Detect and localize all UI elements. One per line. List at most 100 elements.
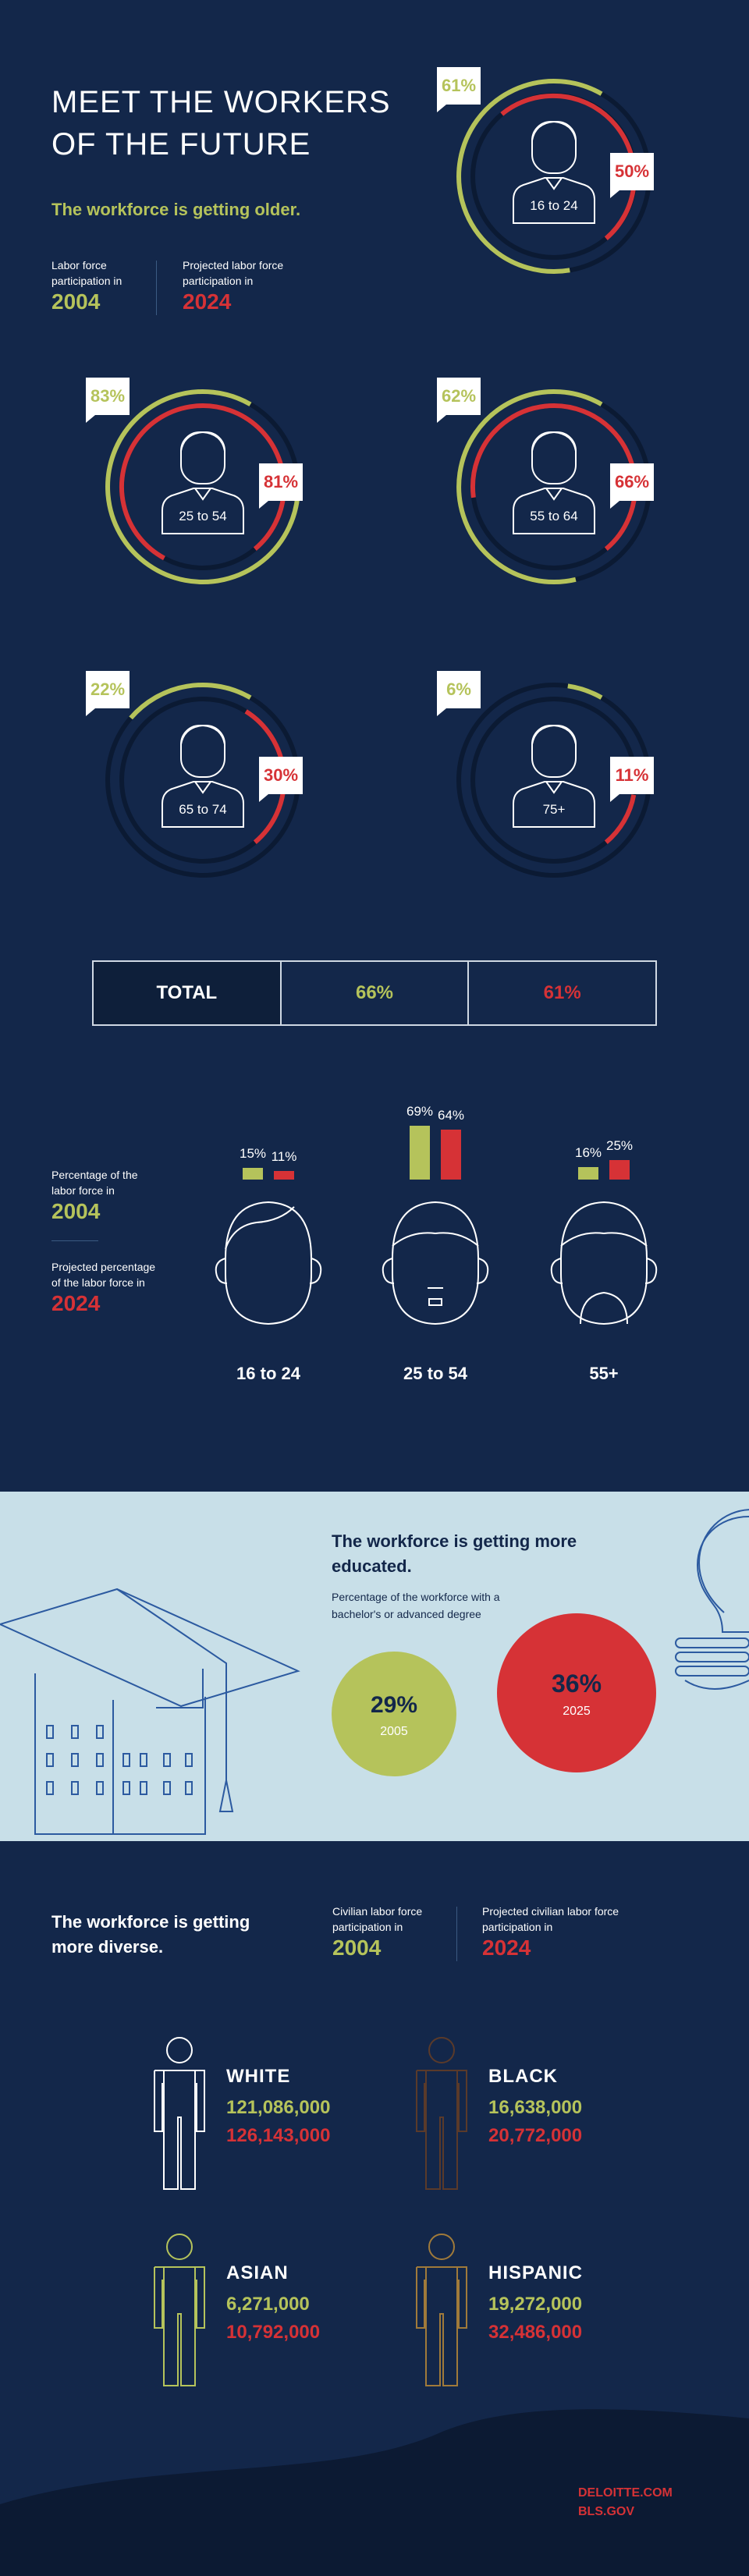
total-label: TOTAL xyxy=(94,962,282,1024)
diversity-legend-divider xyxy=(456,1907,457,1961)
share-bar-2004 xyxy=(243,1168,263,1180)
person-icon xyxy=(513,431,595,534)
pct-2004-badge: 61% xyxy=(437,67,481,112)
lightbulb-icon xyxy=(675,1509,749,1690)
share-group-label: 16 to 24 xyxy=(236,1364,300,1383)
diversity-legend-2004-text: Civilian labor force participation in xyxy=(332,1905,423,1933)
share-bar-2004-label: 15% xyxy=(239,1146,267,1161)
pct-2004-badge: 62% xyxy=(437,378,481,423)
footer-source-bls[interactable]: BLS.GOV xyxy=(578,2505,635,2518)
age-label: 25 to 54 xyxy=(179,509,227,523)
share-group-label: 55+ xyxy=(589,1364,619,1383)
title-line-1: MEET THE WORKERS xyxy=(51,85,391,119)
face-icon xyxy=(382,1201,489,1325)
diversity-title: The workforce is getting more diverse. xyxy=(51,1912,250,1957)
age-label: 55 to 64 xyxy=(530,509,578,523)
page-title: MEET THE WORKERS OF THE FUTURE xyxy=(51,81,391,165)
total-2024: 61% xyxy=(543,982,581,1003)
age-ring-1 xyxy=(456,78,651,274)
diversity-2004-value: 6,271,000 xyxy=(226,2294,310,2315)
pct-2024-badge: 50% xyxy=(610,153,654,198)
pct-2004-badge: 83% xyxy=(86,378,130,423)
pct-2024-badge: 66% xyxy=(610,463,654,509)
age-label: 65 to 74 xyxy=(179,802,227,817)
legend-divider xyxy=(156,261,157,315)
education-2025-circle: 36% 2025 xyxy=(497,1613,656,1772)
diversity-group-label: ASIAN xyxy=(226,2262,289,2283)
person-icon xyxy=(162,431,244,534)
pct-2004-badge: 22% xyxy=(86,671,130,716)
older-subtitle: The workforce is getting older. xyxy=(51,200,301,219)
diversity-2024-value: 10,792,000 xyxy=(226,2322,321,2343)
pct-2024-badge: 11% xyxy=(610,757,654,802)
diversity-group: HISPANIC 19,272,000 32,486,000 xyxy=(488,2262,583,2347)
diversity-2024-value: 20,772,000 xyxy=(488,2125,583,2146)
ring-arc-2004 xyxy=(456,389,603,585)
legend-2004-text: Labor force participation in xyxy=(51,259,122,287)
education-2005-circle: 29% 2005 xyxy=(332,1652,456,1776)
legend-2004: Labor force participation in 2004 xyxy=(51,257,145,315)
legend-2024-year: 2024 xyxy=(183,289,232,314)
footer-sources: DELOITTE.COM BLS.GOV xyxy=(578,2484,673,2521)
ring-arc-2004 xyxy=(105,389,300,584)
education-section: The workforce is getting more educated. … xyxy=(0,1492,749,1841)
share-bar-2024 xyxy=(609,1160,630,1180)
share-bar-2024-label: 11% xyxy=(271,1149,297,1164)
footer-wave xyxy=(0,2409,749,2576)
person-icon xyxy=(513,120,595,224)
face-icon xyxy=(550,1201,658,1325)
share-legend-2004-text: Percentage of the labor force in xyxy=(51,1169,138,1197)
diversity-legend-2024: Projected civilian labor force participa… xyxy=(482,1904,623,1961)
share-legend-2024-text: Projected percentage of the labor force … xyxy=(51,1261,156,1289)
legend-2004-year: 2004 xyxy=(51,289,101,314)
diversity-legend-2024-text: Projected civilian labor force participa… xyxy=(482,1905,619,1933)
pct-2024-badge: 81% xyxy=(259,463,303,509)
diversity-2024-value: 126,143,000 xyxy=(226,2125,331,2146)
diversity-legend-2004: Civilian labor force participation in 20… xyxy=(332,1904,449,1961)
education-2025-year: 2025 xyxy=(563,1705,591,1718)
graduation-cap-icon xyxy=(0,1588,300,1835)
ring-arc-2004 xyxy=(456,78,603,274)
face-icon xyxy=(215,1201,322,1325)
share-bar-2004 xyxy=(410,1126,430,1180)
diversity-group-label: WHITE xyxy=(226,2066,291,2087)
ring-arc-2024 xyxy=(470,403,637,551)
diversity-group: BLACK 16,638,000 20,772,000 xyxy=(488,2066,582,2150)
total-row: TOTAL 66% 61% xyxy=(92,960,657,1026)
diversity-2004-value: 121,086,000 xyxy=(226,2097,331,2118)
person-icon xyxy=(513,724,595,828)
pct-2004-badge: 6% xyxy=(437,671,481,716)
person-figure-icon xyxy=(154,2037,205,2190)
education-2005-pct: 29% xyxy=(370,1692,418,1718)
ring-arc-2004 xyxy=(567,683,603,700)
diversity-group-label: BLACK xyxy=(488,2066,558,2087)
education-description: Percentage of the workforce with a bache… xyxy=(332,1591,500,1620)
diversity-2024-value: 32,486,000 xyxy=(488,2322,583,2343)
share-bar-2004-label: 69% xyxy=(406,1104,434,1119)
share-legend-2024-year: 2024 xyxy=(51,1291,101,1315)
diversity-2004-value: 16,638,000 xyxy=(488,2097,583,2118)
person-figure-icon xyxy=(154,2234,205,2386)
share-bar-2024 xyxy=(274,1171,294,1180)
diversity-group: WHITE 121,086,000 126,143,000 xyxy=(226,2066,330,2150)
person-icon xyxy=(162,724,244,828)
age-label: 16 to 24 xyxy=(530,198,578,213)
pct-2024-badge: 30% xyxy=(259,757,303,802)
share-legend-2004: Percentage of the labor force in 2004 xyxy=(51,1167,161,1225)
share-bar-2024-label: 25% xyxy=(605,1138,634,1153)
share-bar-2024-label: 64% xyxy=(437,1108,465,1123)
person-figure-icon xyxy=(416,2037,467,2190)
share-legend-2024: Projected percentage of the labor force … xyxy=(51,1259,161,1317)
education-title: The workforce is getting more educated. xyxy=(332,1531,577,1576)
share-bar-2004-label: 16% xyxy=(574,1145,602,1160)
legend-2024: Projected labor force participation in 2… xyxy=(183,257,315,315)
person-figure-icon xyxy=(416,2234,467,2386)
ring-arc-2024 xyxy=(500,93,637,240)
ring-arc-2024 xyxy=(604,794,637,844)
share-bar-2004 xyxy=(578,1167,598,1180)
diversity-2004-value: 19,272,000 xyxy=(488,2294,583,2315)
diversity-legend-2024-year: 2024 xyxy=(482,1936,531,1960)
share-legend-divider xyxy=(51,1240,98,1241)
footer-source-deloitte[interactable]: DELOITTE.COM xyxy=(578,2486,673,2500)
total-2004: 66% xyxy=(282,962,470,1024)
